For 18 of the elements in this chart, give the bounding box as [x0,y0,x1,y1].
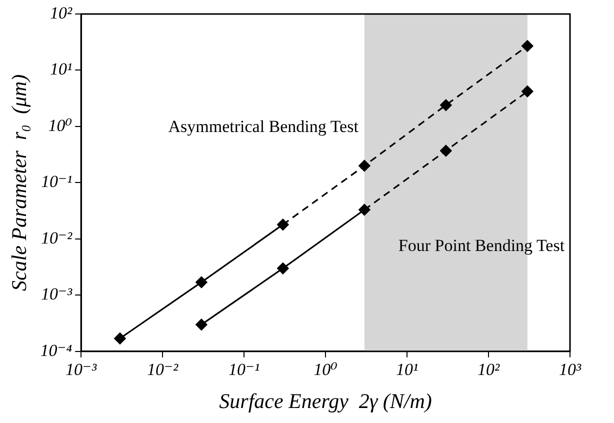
x-tick-label: 10³ [558,360,582,380]
x-axis-title: Surface Energy 2γ (N/m) [219,388,432,413]
series-label: Asymmetrical Bending Test [168,116,359,136]
x-tick-label: 10⁻¹ [228,360,260,380]
x-tick-label: 10² [477,360,500,380]
y-tick-label: 10⁰ [48,116,72,135]
y-tick-label: 10⁻¹ [41,172,72,192]
text: Four Point Bending Test [398,236,565,255]
y-tick-label: 10¹ [50,60,72,79]
x-tick-label: 10¹ [396,360,418,380]
y-tick-label: 10⁻⁴ [40,340,72,360]
x-tick-label: 10⁻² [147,360,180,380]
x-tick-label: 10⁻³ [66,360,98,380]
y-tick-label: 10⁻² [41,228,73,248]
y-axis-title: Scale Parameter r₀ (μm) [7,74,32,292]
x-tick-label: 10⁰ [314,360,338,380]
y-tick-label: 10² [50,3,73,22]
y-tick-label: 10⁻³ [41,284,73,304]
